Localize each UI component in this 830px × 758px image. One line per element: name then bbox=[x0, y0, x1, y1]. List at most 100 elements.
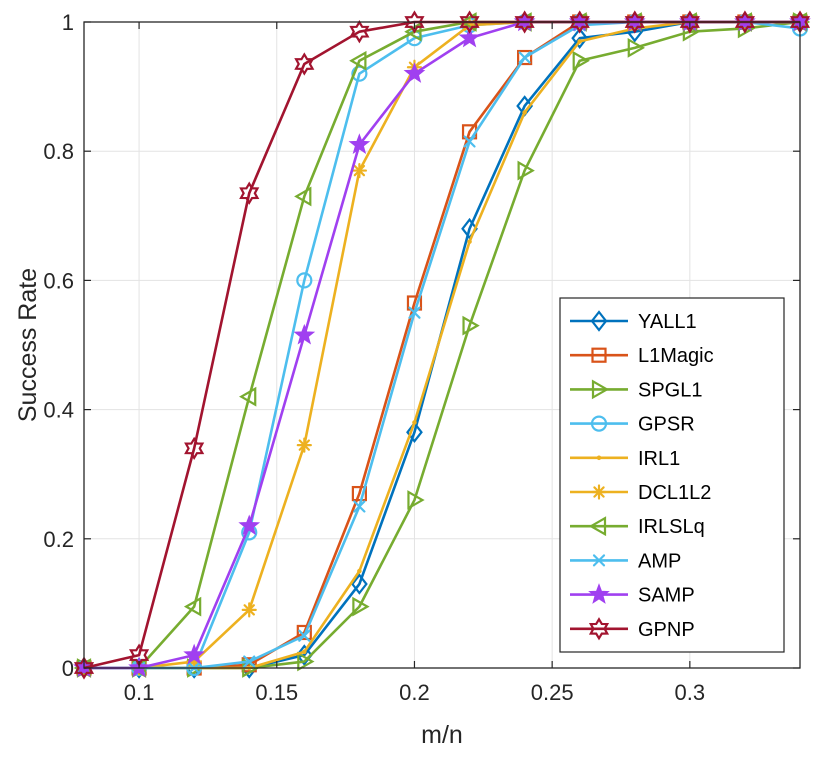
legend-label: AMP bbox=[638, 550, 681, 572]
legend-item-gpnp: GPNP bbox=[570, 617, 695, 641]
legend-label: GPNP bbox=[638, 619, 695, 641]
data-point-samp bbox=[238, 514, 261, 536]
data-point-samp bbox=[348, 133, 371, 154]
y-axis-title: Success Rate bbox=[14, 268, 42, 422]
data-point-spgl1 bbox=[517, 160, 535, 181]
data-point-amp bbox=[518, 51, 531, 64]
data-point-gpnp bbox=[349, 20, 370, 44]
legend-item-dcl1l2: DCL1L2 bbox=[570, 482, 711, 504]
legend-label: IRL1 bbox=[638, 448, 680, 470]
x-tick-label: 0.2 bbox=[399, 680, 430, 705]
data-point-irlslq bbox=[183, 596, 202, 617]
legend-item-samp: SAMP bbox=[570, 583, 695, 607]
data-point-gpnp bbox=[734, 10, 755, 34]
legend-marker bbox=[591, 484, 607, 500]
data-point-irl1 bbox=[302, 649, 307, 655]
legend-marker bbox=[588, 617, 610, 641]
data-point-amp bbox=[463, 135, 476, 148]
data-point-spgl1 bbox=[462, 315, 480, 336]
legend-label: GPSR bbox=[638, 414, 695, 436]
x-stroke bbox=[463, 135, 476, 148]
y-tick-label: 0.6 bbox=[43, 268, 74, 293]
data-point-irlslq bbox=[404, 21, 422, 42]
data-point-gpnp bbox=[239, 181, 260, 205]
data-point-gpnp bbox=[679, 10, 700, 34]
data-point-irl1 bbox=[522, 110, 527, 115]
x-tick-label: 0.25 bbox=[531, 680, 574, 705]
data-point-amp bbox=[243, 655, 256, 668]
data-point-gpnp bbox=[459, 10, 480, 34]
data-point-yall1 bbox=[350, 573, 368, 595]
data-point-amp bbox=[408, 306, 421, 319]
legend-marker bbox=[596, 455, 602, 461]
data-point-l1magic bbox=[351, 485, 367, 502]
data-point-spgl1 bbox=[407, 490, 425, 510]
legend-label: IRLSLq bbox=[638, 516, 705, 538]
x-axis-title: m/n bbox=[421, 721, 463, 749]
data-point-gpnp bbox=[514, 10, 535, 34]
legend-item-irlslq: IRLSLq bbox=[570, 516, 705, 538]
legend-item-irl1: IRL1 bbox=[570, 448, 680, 470]
x-stroke bbox=[592, 554, 606, 567]
legend-item-yall1: YALL1 bbox=[570, 310, 697, 333]
legend-marker bbox=[591, 379, 610, 400]
x-stroke bbox=[518, 51, 531, 64]
data-point-samp bbox=[183, 643, 206, 665]
data-point-spgl1 bbox=[297, 651, 315, 672]
data-point-samp bbox=[403, 62, 426, 83]
legend-marker bbox=[592, 554, 606, 567]
data-point-spgl1 bbox=[627, 37, 645, 58]
data-point-gpnp bbox=[569, 10, 590, 34]
x-stroke bbox=[408, 306, 421, 319]
legend-marker bbox=[590, 310, 608, 332]
data-point-amp bbox=[298, 629, 311, 642]
asterisk-stroke bbox=[593, 486, 605, 498]
legend-item-spgl1: SPGL1 bbox=[570, 379, 702, 401]
x-tick-label: 0.1 bbox=[124, 680, 155, 705]
asterisk-stroke bbox=[298, 439, 311, 451]
asterisk-stroke bbox=[243, 604, 255, 616]
data-point-gpnp bbox=[73, 656, 95, 680]
data-point-gpnp bbox=[404, 10, 425, 34]
data-point-yall1 bbox=[406, 421, 423, 444]
axis-ticks: 0.1 0.15 0.2 0.25 0.3 0 0.2 0.4 0.6 0.8 1 bbox=[43, 10, 800, 705]
x-tick-label: 0.15 bbox=[255, 680, 298, 705]
x-tick-label: 0.3 bbox=[675, 680, 706, 705]
data-point-amp bbox=[353, 500, 366, 513]
y-tick-label: 0.4 bbox=[43, 398, 74, 423]
data-point-gpnp bbox=[184, 436, 205, 460]
data-point-dcl1l2 bbox=[241, 602, 257, 618]
data-point-yall1 bbox=[571, 27, 589, 49]
y-tick-label: 0 bbox=[62, 656, 74, 681]
legend-marker bbox=[591, 347, 607, 363]
data-point-gpsr bbox=[351, 65, 368, 82]
legend-label: YALL1 bbox=[638, 311, 697, 333]
legend-item-l1magic: L1Magic bbox=[570, 345, 714, 367]
data-point-irl1 bbox=[357, 568, 362, 574]
data-point-irlslq bbox=[239, 386, 257, 407]
data-point-irl1 bbox=[412, 420, 417, 425]
legend-label: SAMP bbox=[638, 585, 695, 607]
data-point-samp bbox=[458, 26, 481, 48]
data-point-l1magic bbox=[296, 624, 312, 641]
legend-item-amp: AMP bbox=[570, 550, 681, 572]
data-point-gpnp bbox=[624, 10, 645, 34]
data-point-irlslq bbox=[349, 50, 367, 71]
data-point-dcl1l2 bbox=[296, 437, 312, 453]
data-point-spgl1 bbox=[352, 596, 370, 617]
legend-label: DCL1L2 bbox=[638, 482, 711, 504]
data-point-samp bbox=[293, 323, 316, 345]
data-point-dcl1l2 bbox=[351, 162, 367, 179]
legend-marker bbox=[588, 583, 610, 604]
x-stroke bbox=[298, 629, 311, 642]
legend: YALL1 L1Magic SPGL1 GPSR IRL1 DCL1L2 IRLSLq AMP… bbox=[559, 297, 785, 653]
data-point-yall1 bbox=[461, 217, 478, 240]
axes-box bbox=[83, 21, 801, 669]
data-point-spgl1 bbox=[572, 50, 590, 71]
y-tick-label: 0.8 bbox=[43, 139, 74, 164]
data-point-l1magic bbox=[517, 49, 533, 66]
legend-label: L1Magic bbox=[638, 345, 714, 367]
data-point-gpnp bbox=[294, 52, 315, 76]
legend-marker bbox=[590, 415, 608, 432]
